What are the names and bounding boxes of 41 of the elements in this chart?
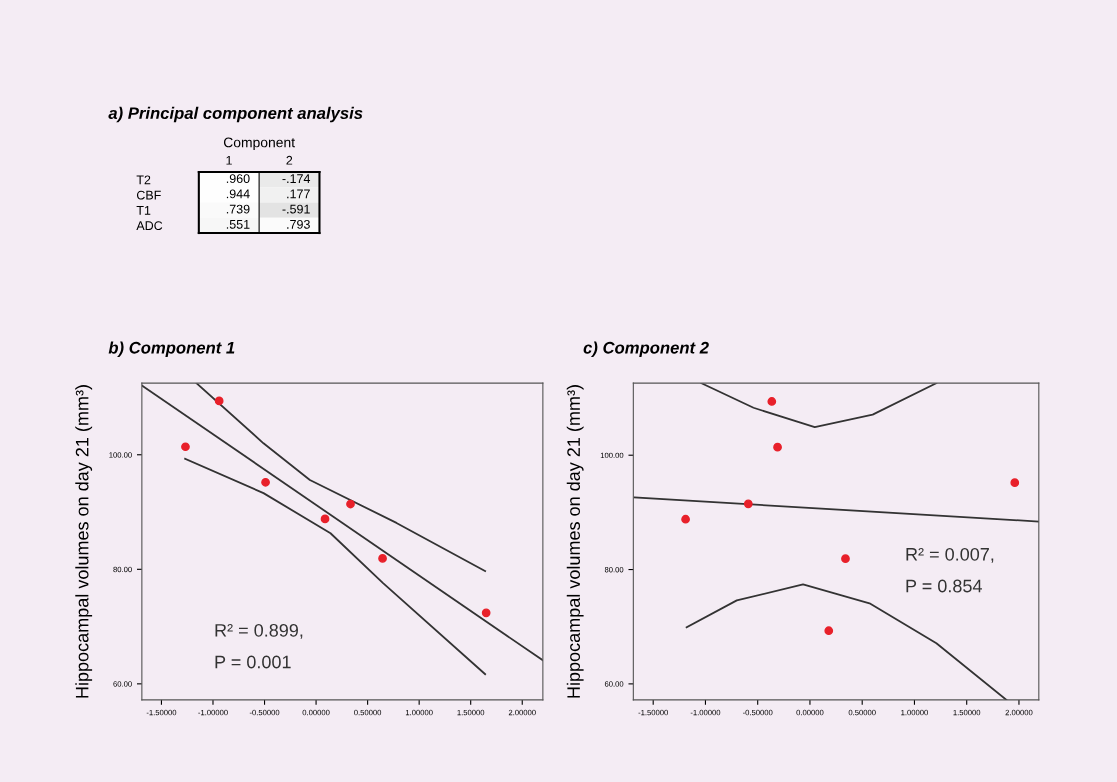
point [743,499,753,509]
chart-title: b) Component 1 [108,341,235,357]
point [481,608,491,618]
data-label: -.591 [282,204,310,214]
line-series [184,457,487,676]
data-label: .944 [226,189,250,199]
data-label: .177 [287,189,310,199]
line-series [700,383,938,429]
data-label: -.174 [282,174,311,183]
point [767,397,777,406]
data-label: .739 [226,204,250,214]
point [261,477,270,487]
y-tick-label: ADC [136,221,163,231]
point [181,442,190,452]
chart-title: a) Principal component analysis [108,106,363,123]
point [346,499,355,509]
point [378,554,387,563]
y-tick-label: CBF [136,190,161,200]
annotation: P = 0.001 [215,655,291,669]
y-axis-title: Hippocampal volumes on day 21 (mm³) [75,385,93,698]
point [841,554,850,564]
point [681,514,690,524]
point [824,626,834,636]
x-tick-label: 1 [226,155,232,165]
annotation: R² = 0.007, [906,547,994,563]
line-series [195,383,487,572]
data-label: .960 [226,174,250,184]
point [1010,478,1020,488]
point [773,442,782,452]
y-axis-title: Hippocampal volumes on day 21 (mm³) [566,385,584,698]
data-label: .793 [287,219,310,229]
data-label: .551 [226,220,250,229]
y-tick-label: T1 [136,206,151,215]
y-tick-label: T2 [136,175,151,185]
annotation: P = 0.854 [906,579,982,593]
annotation: R² = 0.899, [215,623,303,639]
x-axis-title: Component [223,137,295,151]
x-tick-label: 2 [286,155,293,165]
chart-title: c) Component 2 [583,341,709,357]
point [214,396,224,406]
point [320,514,330,524]
